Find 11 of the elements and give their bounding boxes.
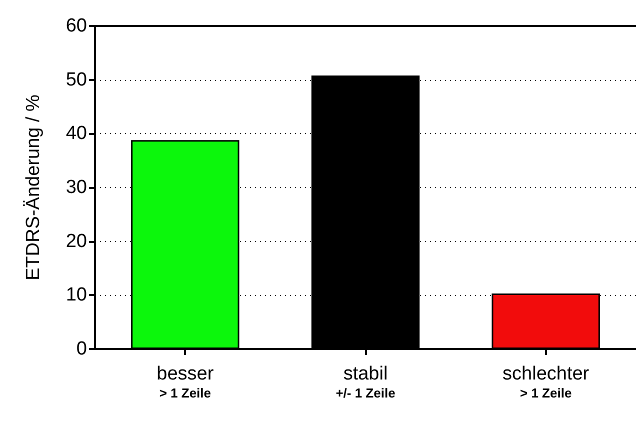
y-tick-label: 50 bbox=[66, 69, 87, 90]
y-tick-label: 10 bbox=[66, 284, 87, 306]
x-tick-label: schlechter > 1 Zeile bbox=[502, 364, 590, 400]
y-tick-label: 60 bbox=[66, 16, 87, 36]
y-tick-label: 30 bbox=[66, 177, 87, 198]
x-tick-label: besser > 1 Zeile bbox=[156, 364, 214, 400]
x-tick-label: stabil +/- 1 Zeile bbox=[336, 364, 396, 400]
y-tick-label: 0 bbox=[76, 338, 87, 360]
y-tick-label: 20 bbox=[66, 230, 87, 252]
y-axis-title: ETDRS-Änderung / % bbox=[23, 94, 44, 280]
y-tick-label: 40 bbox=[66, 123, 87, 144]
